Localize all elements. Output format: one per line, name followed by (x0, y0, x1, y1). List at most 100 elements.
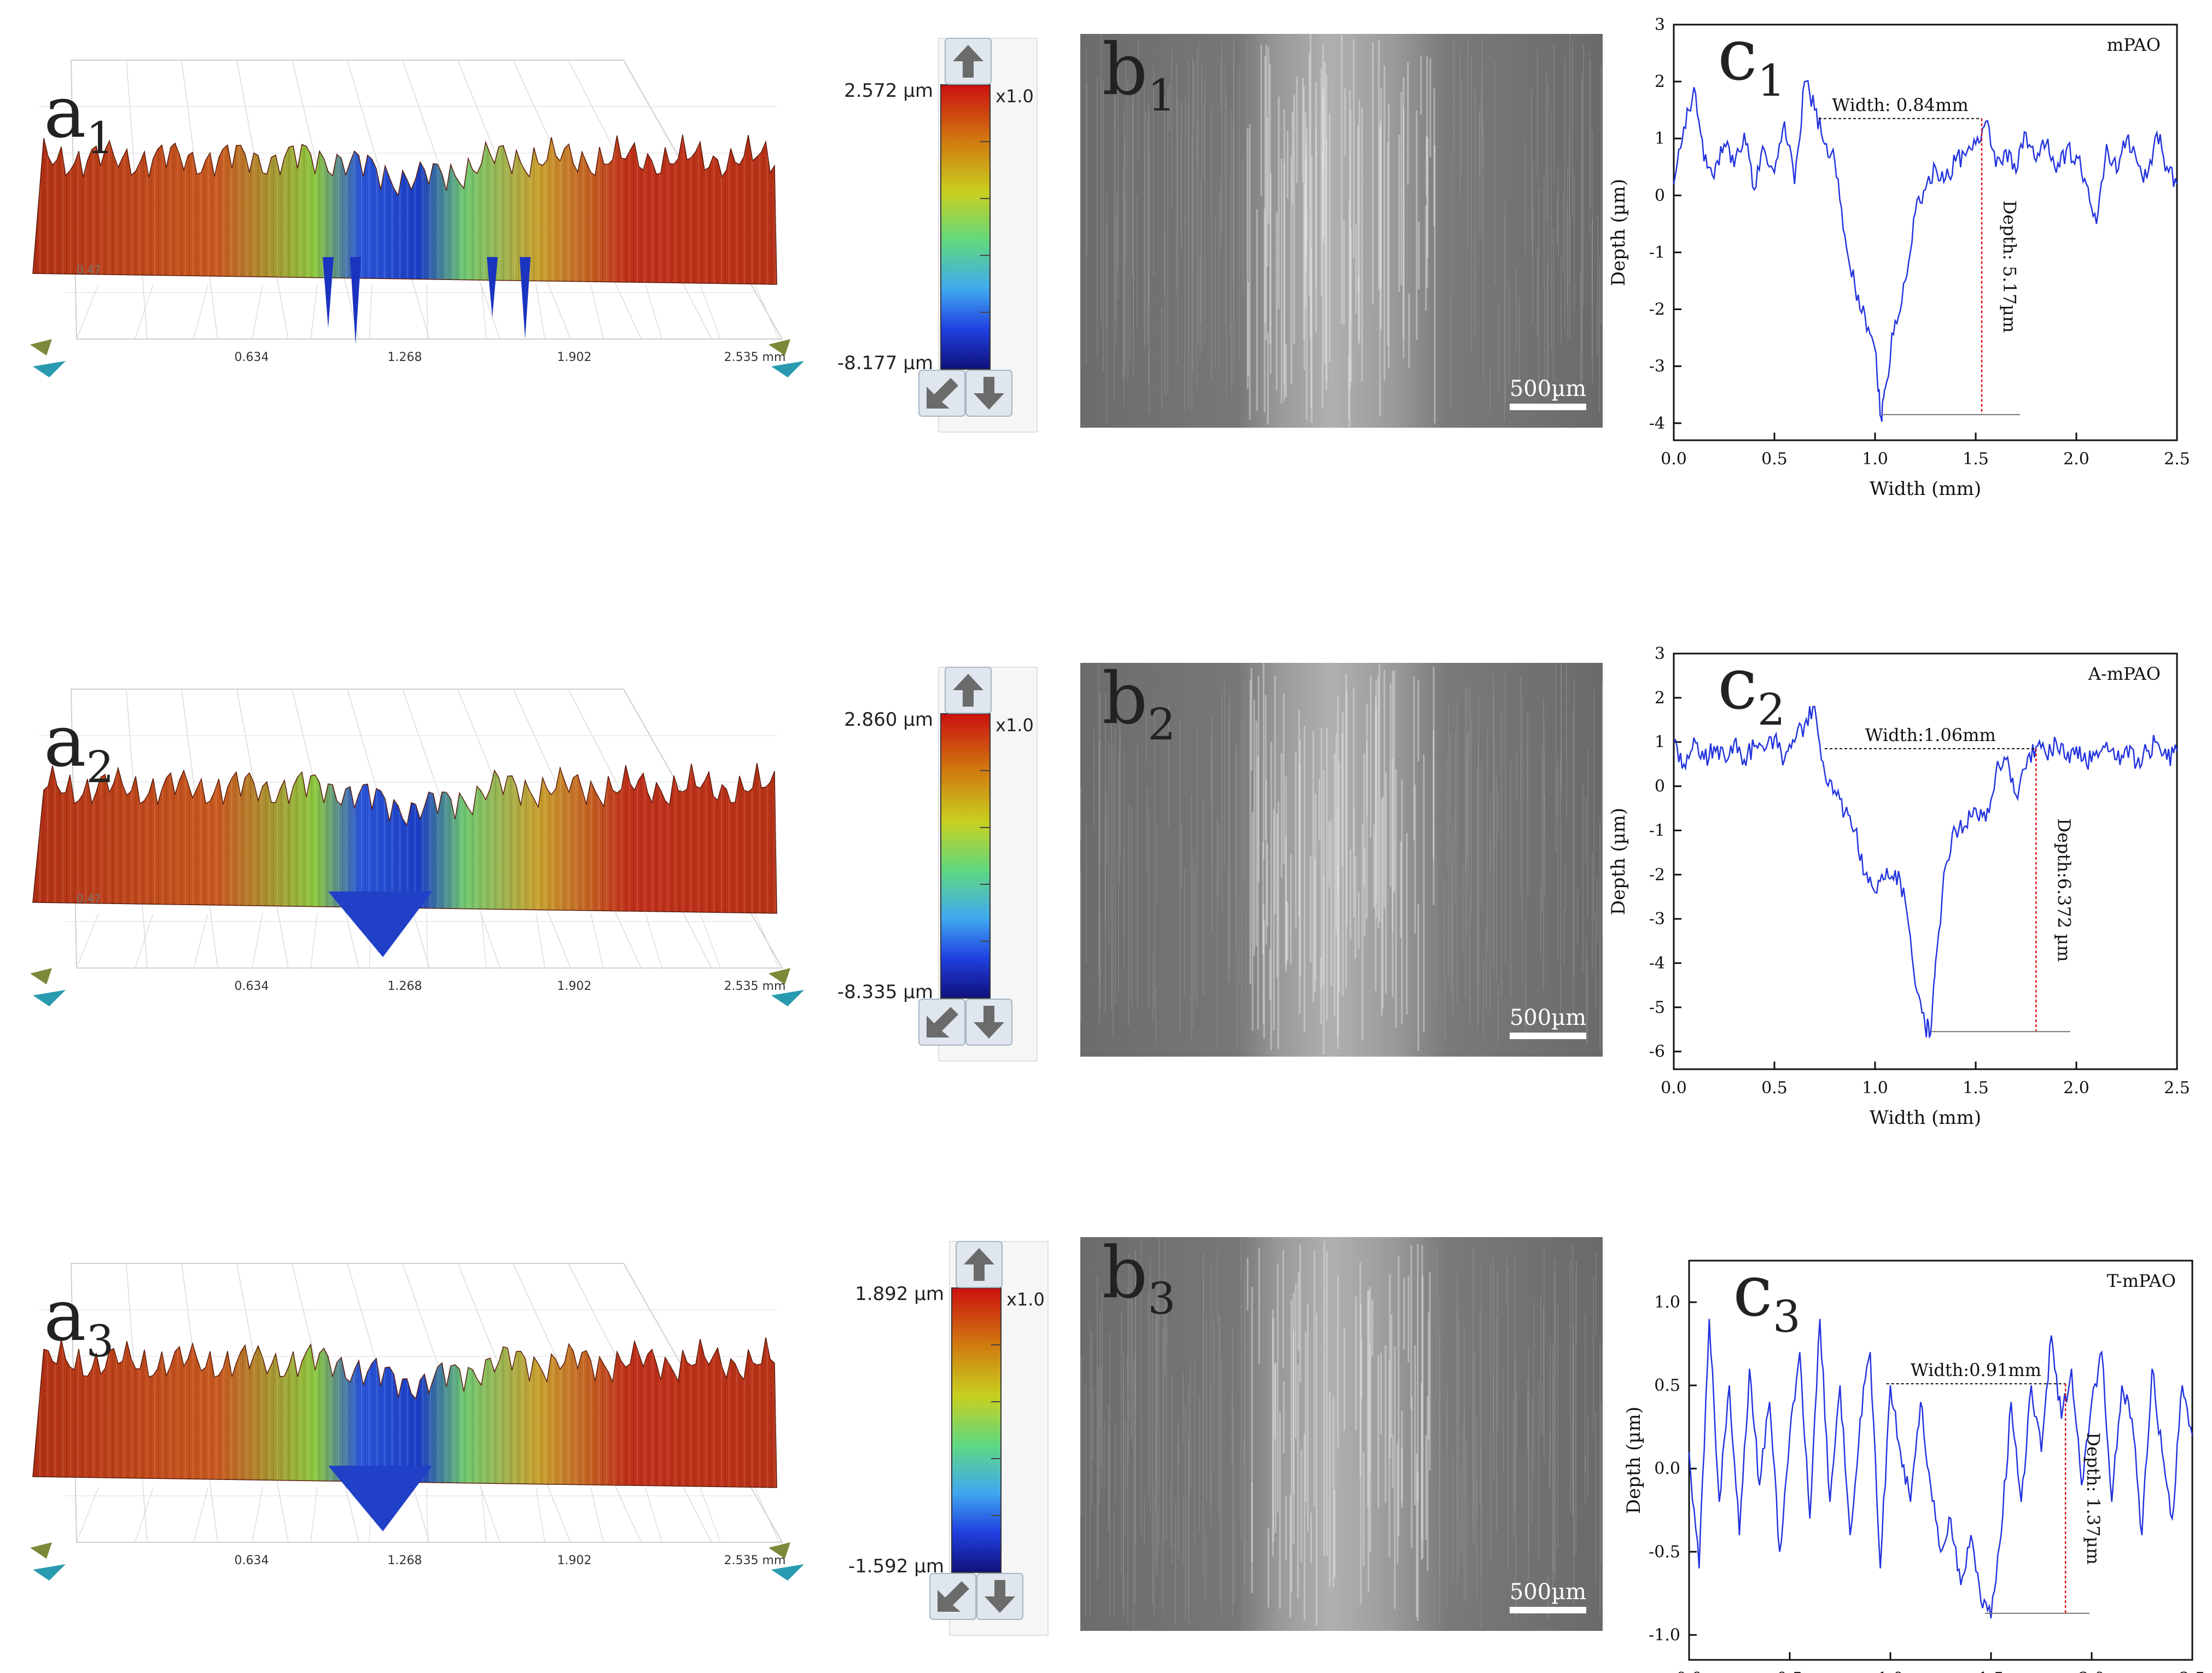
x-tick-label: 0.0 (1661, 450, 1687, 469)
sem-micrograph: 500µm b3 (1080, 1231, 1603, 1631)
y-tick-label: -1 (1649, 821, 1665, 840)
colorbar-gradient (940, 84, 991, 370)
surface-3d-plot: 0.634 1.268 1.902 2.535 mm 0.47 (30, 689, 804, 1006)
depth-spike (487, 257, 498, 317)
floor-grid-line (590, 913, 604, 969)
axis-tick-label: 0.634 (235, 980, 269, 993)
y-tick-label: 0.0 (1654, 1459, 1680, 1478)
orientation-icon (769, 339, 790, 355)
x-tick-label: 0.5 (1761, 450, 1788, 469)
panel-a-label: a2 (44, 699, 114, 792)
floor-grid-line (76, 1487, 99, 1543)
depth-profile-chart: 0.0 0.5 1.0 1.5 2.0 2.5 3 2 1 0 -1 -2 -3 -4 Width (mm)… (1608, 13, 2190, 500)
y-tick-label: 2 (1655, 72, 1665, 91)
colorbar-gradient (951, 1287, 1002, 1573)
figure-row-3: 0.634 1.268 1.902 2.535 mm a3 1.892 µm -1.592 … (30, 1231, 2205, 1673)
axis-tick-label: 2.535 mm (724, 351, 786, 364)
colorbar-min-label: -8.177 µm (837, 352, 933, 374)
y-tick-label: -0.5 (1649, 1542, 1680, 1561)
axis-tick-label: 1.268 (388, 1554, 422, 1567)
colorbar-scale-label: x1.0 (996, 86, 1034, 107)
x-tick-label: 0.0 (1661, 1079, 1687, 1098)
scalebar-label: 500µm (1510, 1005, 1586, 1030)
y-tick-label: 0 (1655, 186, 1665, 205)
floor-grid-line (310, 1487, 318, 1543)
floor-grid-line (645, 284, 662, 340)
scale-down-button[interactable] (976, 1573, 1023, 1620)
floor-grid-line (135, 1487, 154, 1543)
plot-area (1673, 652, 2178, 1070)
x-axis-label: Width (mm) (1870, 1107, 1981, 1129)
colorbar-gradient (940, 713, 991, 999)
depth-annotation: Depth: 1.37µm (2083, 1432, 2104, 1565)
scale-up-icon (964, 1248, 994, 1281)
orientation-icon (771, 1564, 804, 1581)
floor-grid-line (535, 1487, 545, 1543)
reset-view-button[interactable] (918, 999, 965, 1046)
orientation-icon (771, 990, 804, 1006)
y-tick-label: -4 (1649, 954, 1665, 973)
floor-grid-line (700, 284, 721, 340)
panel-a-label: a1 (44, 71, 114, 164)
depth-spike (520, 257, 531, 339)
colorbar: 2.860 µm -8.335 µm x1.0 (837, 667, 1038, 1062)
floor-grid-line (252, 1487, 263, 1543)
plot-area (1673, 24, 2178, 441)
floor-grid-line (426, 284, 428, 340)
panel-c-label: c1 (1718, 13, 1785, 106)
axis-tick-label: 0.634 (235, 351, 269, 364)
scale-down-button[interactable] (965, 999, 1012, 1046)
floor-grid-line (700, 1487, 721, 1543)
profile-series-line (1688, 1319, 2193, 1619)
floor-grid-line (135, 284, 154, 340)
groove-trough (328, 891, 432, 957)
y-tick-label: -6 (1649, 1042, 1665, 1062)
surface-3d-plot: 0.634 1.268 1.902 2.535 mm 0.47 (30, 60, 804, 377)
colorbar-min-label: -1.592 µm (848, 1555, 944, 1577)
orientation-icon (33, 361, 66, 377)
reset-view-button[interactable] (929, 1573, 976, 1620)
width-annotation: Width: 0.84mm (1832, 95, 1968, 115)
floor-grid-line (135, 913, 154, 969)
floor-grid-line (481, 284, 487, 340)
x-tick-label: 1.0 (1862, 450, 1888, 469)
depth-spike (323, 257, 334, 328)
x-tick-label: 2.5 (2179, 1669, 2205, 1673)
reset-view-icon (927, 1007, 958, 1037)
floor-grid-line (252, 284, 263, 340)
axis-tick-label: 1.902 (557, 1554, 592, 1567)
scale-down-icon (974, 1006, 1004, 1039)
scale-up-button[interactable] (945, 38, 992, 85)
colorbar-max-label: 2.860 µm (844, 709, 933, 731)
sem-micrograph: 500µm b2 (1080, 657, 1603, 1057)
surface-texture (33, 763, 777, 913)
floor-grid-line (193, 284, 208, 340)
y-tick-label: -1.0 (1649, 1625, 1680, 1645)
y-tick-label: 1.0 (1654, 1293, 1680, 1312)
floor-grid-line (645, 913, 662, 969)
scale-up-button[interactable] (956, 1241, 1003, 1288)
reset-view-button[interactable] (918, 370, 965, 417)
floor-grid-line (754, 284, 779, 340)
panel-b-label: b2 (1102, 657, 1175, 750)
colorbar: 1.892 µm -1.592 µm x1.0 (848, 1241, 1049, 1636)
x-tick-label: 2.5 (2164, 450, 2190, 469)
axis-tick-label: 1.902 (557, 980, 592, 993)
axis-tick-label: 1.268 (388, 980, 422, 993)
orientation-icon (771, 361, 804, 377)
scale-down-button[interactable] (965, 370, 1012, 417)
depth-annotation: Depth:6.372 µm (2053, 818, 2074, 961)
floor-grid-line (645, 1487, 662, 1543)
y-tick-label: 0.5 (1654, 1376, 1680, 1395)
y-tick-label: 3 (1655, 644, 1665, 663)
orientation-icon (30, 968, 52, 984)
floor-grid-line (700, 913, 721, 969)
reset-view-icon (938, 1581, 969, 1612)
floor-grid-line (193, 913, 208, 969)
x-tick-label: 0.0 (1676, 1669, 1702, 1673)
x-tick-label: 2.0 (2063, 1079, 2089, 1098)
width-annotation: Width:1.06mm (1865, 725, 1996, 745)
floor-grid-line (369, 284, 372, 340)
scale-up-button[interactable] (945, 667, 992, 714)
axis-tick-label: 0.634 (235, 1554, 269, 1567)
